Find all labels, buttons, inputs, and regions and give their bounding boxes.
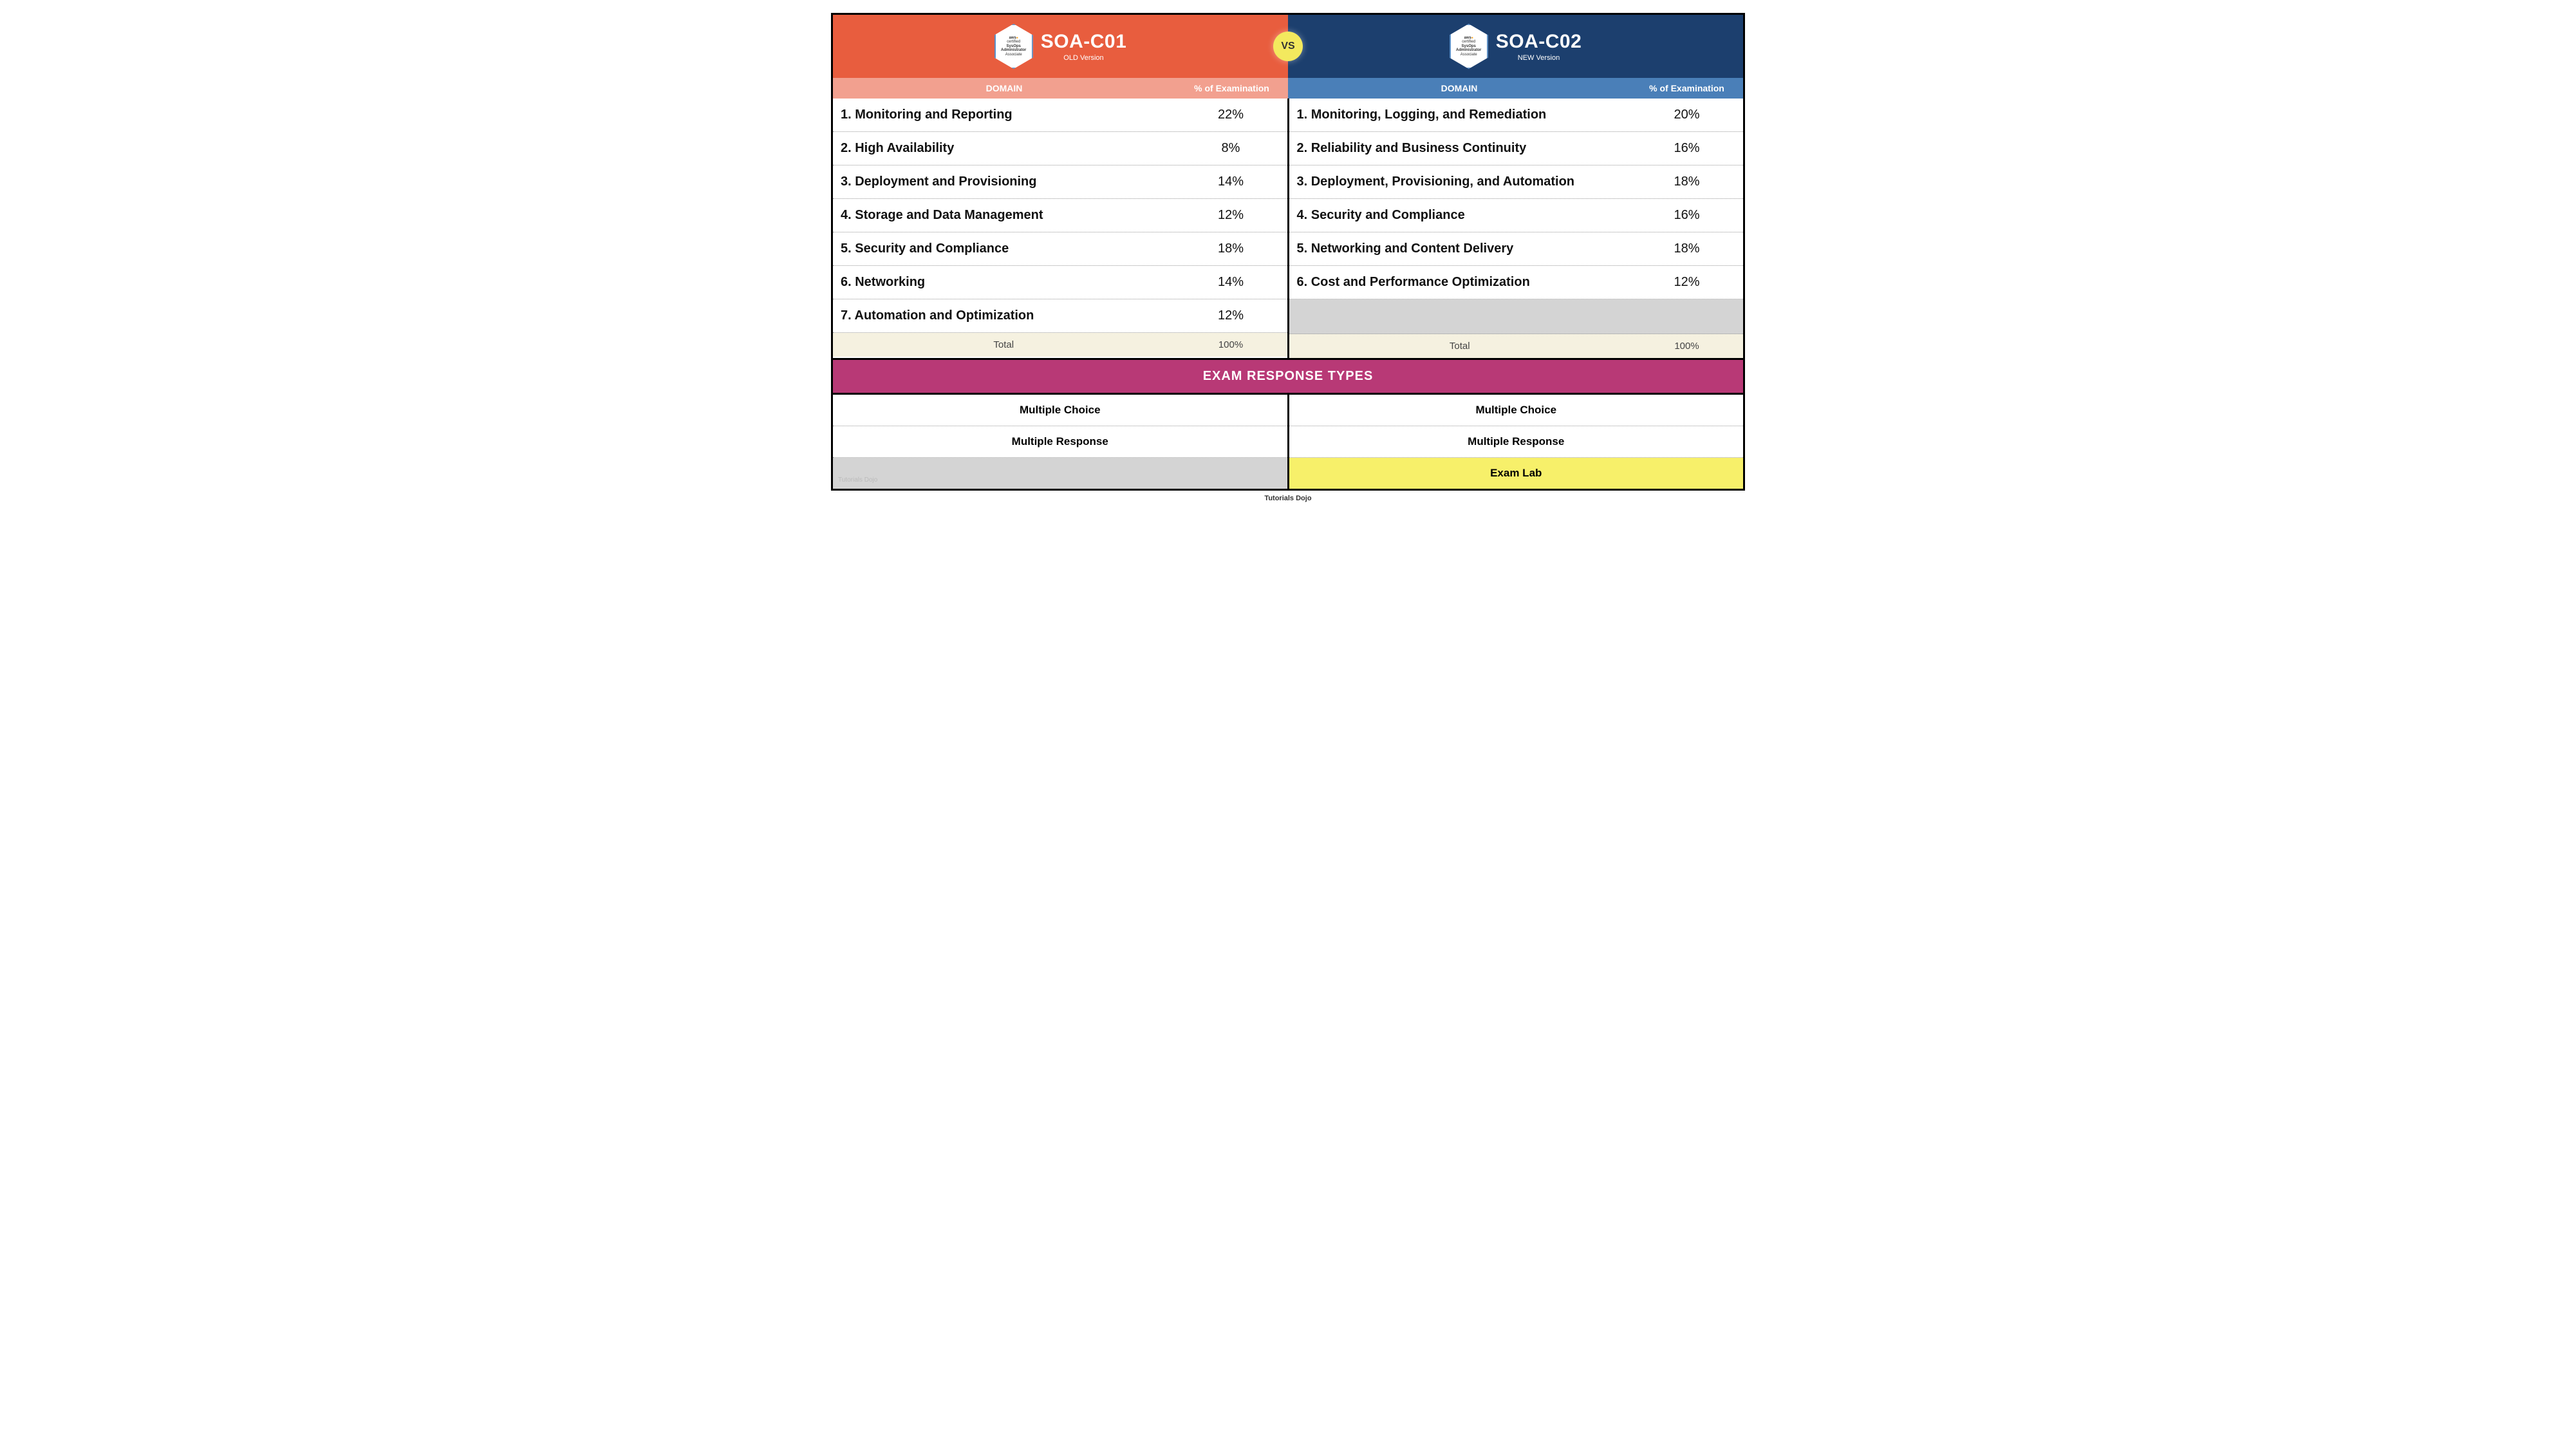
col-header-pct: % of Examination xyxy=(1630,78,1743,99)
response-row: Multiple Choice xyxy=(1289,395,1744,426)
domain-cell: 6. Networking xyxy=(833,266,1175,299)
aws-badge-icon: aws● certified SysOps Administrator Asso… xyxy=(1450,24,1488,69)
table-row: 4. Security and Compliance16% xyxy=(1289,199,1744,232)
table-row: 2. Reliability and Business Continuity16… xyxy=(1289,132,1744,165)
pct-cell: 18% xyxy=(1630,232,1743,265)
pct-cell: 20% xyxy=(1630,99,1743,131)
pct-cell: 18% xyxy=(1175,232,1287,265)
domain-cell: 1. Monitoring, Logging, and Remediation xyxy=(1289,99,1631,131)
left-title: SOA-C01 xyxy=(1041,31,1127,53)
domain-cell: 3. Deployment, Provisioning, and Automat… xyxy=(1289,165,1631,198)
table-row: 1. Monitoring, Logging, and Remediation2… xyxy=(1289,99,1744,132)
response-row: Multiple Response xyxy=(833,426,1287,458)
total-label: Total xyxy=(833,333,1175,357)
col-header-domain: DOMAIN xyxy=(1288,78,1630,99)
domain-cell: 4. Storage and Data Management xyxy=(833,199,1175,232)
pct-cell: 18% xyxy=(1630,165,1743,198)
header-row: aws● certified SysOps Administrator Asso… xyxy=(833,15,1743,78)
table-row: 7. Automation and Optimization12% xyxy=(833,299,1287,333)
pct-cell xyxy=(1630,299,1743,334)
response-body: Multiple ChoiceMultiple Response Multipl… xyxy=(833,395,1743,489)
section-header: EXAM RESPONSE TYPES xyxy=(833,358,1743,395)
header-left: aws● certified SysOps Administrator Asso… xyxy=(833,15,1288,78)
table-row: 5. Networking and Content Delivery18% xyxy=(1289,232,1744,266)
subheader-row: DOMAIN % of Examination DOMAIN % of Exam… xyxy=(833,78,1743,99)
table-row xyxy=(1289,299,1744,334)
comparison-table: Tutorials Dojo Tutorials Dojo aws● certi… xyxy=(831,13,1745,491)
pct-cell: 12% xyxy=(1175,199,1287,232)
right-subtitle: NEW Version xyxy=(1496,54,1582,62)
pct-cell: 14% xyxy=(1175,266,1287,299)
domain-cell: 3. Deployment and Provisioning xyxy=(833,165,1175,198)
aws-badge-icon: aws● certified SysOps Administrator Asso… xyxy=(994,24,1033,69)
pct-cell: 22% xyxy=(1175,99,1287,131)
response-row: Multiple Response xyxy=(1289,426,1744,458)
response-row xyxy=(833,458,1287,489)
table-row: 3. Deployment, Provisioning, and Automat… xyxy=(1289,165,1744,199)
total-label: Total xyxy=(1289,334,1631,358)
table-row: 1. Monitoring and Reporting22% xyxy=(833,99,1287,132)
footer-credit: Tutorials Dojo xyxy=(13,494,2563,502)
right-column: 1. Monitoring, Logging, and Remediation2… xyxy=(1289,99,1744,358)
col-header-pct: % of Examination xyxy=(1175,78,1288,99)
domain-cell: 5. Networking and Content Delivery xyxy=(1289,232,1631,265)
total-row: Total100% xyxy=(833,333,1287,357)
left-column: 1. Monitoring and Reporting22%2. High Av… xyxy=(833,99,1289,358)
domain-cell xyxy=(1289,299,1631,334)
table-row: 6. Cost and Performance Optimization12% xyxy=(1289,266,1744,299)
right-title: SOA-C02 xyxy=(1496,31,1582,53)
table-row: 4. Storage and Data Management12% xyxy=(833,199,1287,232)
domain-cell: 7. Automation and Optimization xyxy=(833,299,1175,332)
vs-badge: VS xyxy=(1273,32,1303,61)
table-row: 2. High Availability8% xyxy=(833,132,1287,165)
pct-cell: 14% xyxy=(1175,165,1287,198)
pct-cell: 16% xyxy=(1630,199,1743,232)
right-response-column: Multiple ChoiceMultiple ResponseExam Lab xyxy=(1289,395,1744,489)
response-row: Multiple Choice xyxy=(833,395,1287,426)
response-row: Exam Lab xyxy=(1289,458,1744,489)
domain-cell: 2. Reliability and Business Continuity xyxy=(1289,132,1631,165)
domain-cell: 4. Security and Compliance xyxy=(1289,199,1631,232)
table-row: 6. Networking14% xyxy=(833,266,1287,299)
total-row: Total100% xyxy=(1289,334,1744,358)
col-header-domain: DOMAIN xyxy=(833,78,1175,99)
domain-cell: 6. Cost and Performance Optimization xyxy=(1289,266,1631,299)
left-response-column: Multiple ChoiceMultiple Response xyxy=(833,395,1289,489)
pct-cell: 8% xyxy=(1175,132,1287,165)
pct-cell: 16% xyxy=(1630,132,1743,165)
data-body: 1. Monitoring and Reporting22%2. High Av… xyxy=(833,99,1743,358)
header-right: aws● certified SysOps Administrator Asso… xyxy=(1288,15,1743,78)
pct-cell: 12% xyxy=(1630,266,1743,299)
table-row: 5. Security and Compliance18% xyxy=(833,232,1287,266)
domain-cell: 2. High Availability xyxy=(833,132,1175,165)
watermark: Tutorials Dojo xyxy=(838,476,877,484)
domain-cell: 5. Security and Compliance xyxy=(833,232,1175,265)
left-subtitle: OLD Version xyxy=(1041,54,1127,62)
domain-cell: 1. Monitoring and Reporting xyxy=(833,99,1175,131)
total-pct: 100% xyxy=(1630,334,1743,358)
table-row: 3. Deployment and Provisioning14% xyxy=(833,165,1287,199)
total-pct: 100% xyxy=(1175,333,1287,357)
pct-cell: 12% xyxy=(1175,299,1287,332)
